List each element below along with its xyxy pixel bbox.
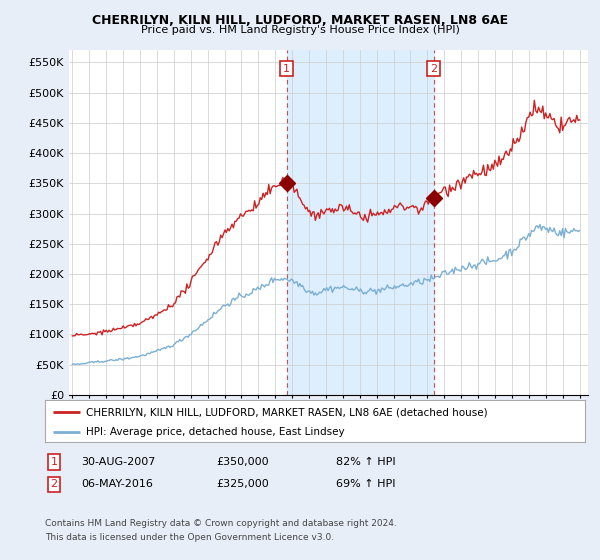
Text: 1: 1 bbox=[50, 457, 58, 467]
Text: CHERRILYN, KILN HILL, LUDFORD, MARKET RASEN, LN8 6AE (detached house): CHERRILYN, KILN HILL, LUDFORD, MARKET RA… bbox=[86, 407, 487, 417]
Text: HPI: Average price, detached house, East Lindsey: HPI: Average price, detached house, East… bbox=[86, 427, 344, 437]
Text: Price paid vs. HM Land Registry's House Price Index (HPI): Price paid vs. HM Land Registry's House … bbox=[140, 25, 460, 35]
Text: CHERRILYN, KILN HILL, LUDFORD, MARKET RASEN, LN8 6AE: CHERRILYN, KILN HILL, LUDFORD, MARKET RA… bbox=[92, 14, 508, 27]
Text: 30-AUG-2007: 30-AUG-2007 bbox=[81, 457, 155, 467]
Text: 06-MAY-2016: 06-MAY-2016 bbox=[81, 479, 153, 489]
Text: This data is licensed under the Open Government Licence v3.0.: This data is licensed under the Open Gov… bbox=[45, 533, 334, 542]
Bar bbox=[287, 50, 434, 395]
Text: £350,000: £350,000 bbox=[216, 457, 269, 467]
Text: 69% ↑ HPI: 69% ↑ HPI bbox=[336, 479, 395, 489]
Text: 1: 1 bbox=[283, 63, 290, 73]
Text: 82% ↑ HPI: 82% ↑ HPI bbox=[336, 457, 395, 467]
Text: 2: 2 bbox=[430, 63, 437, 73]
Text: £325,000: £325,000 bbox=[216, 479, 269, 489]
Text: Contains HM Land Registry data © Crown copyright and database right 2024.: Contains HM Land Registry data © Crown c… bbox=[45, 519, 397, 528]
Text: 2: 2 bbox=[50, 479, 58, 489]
